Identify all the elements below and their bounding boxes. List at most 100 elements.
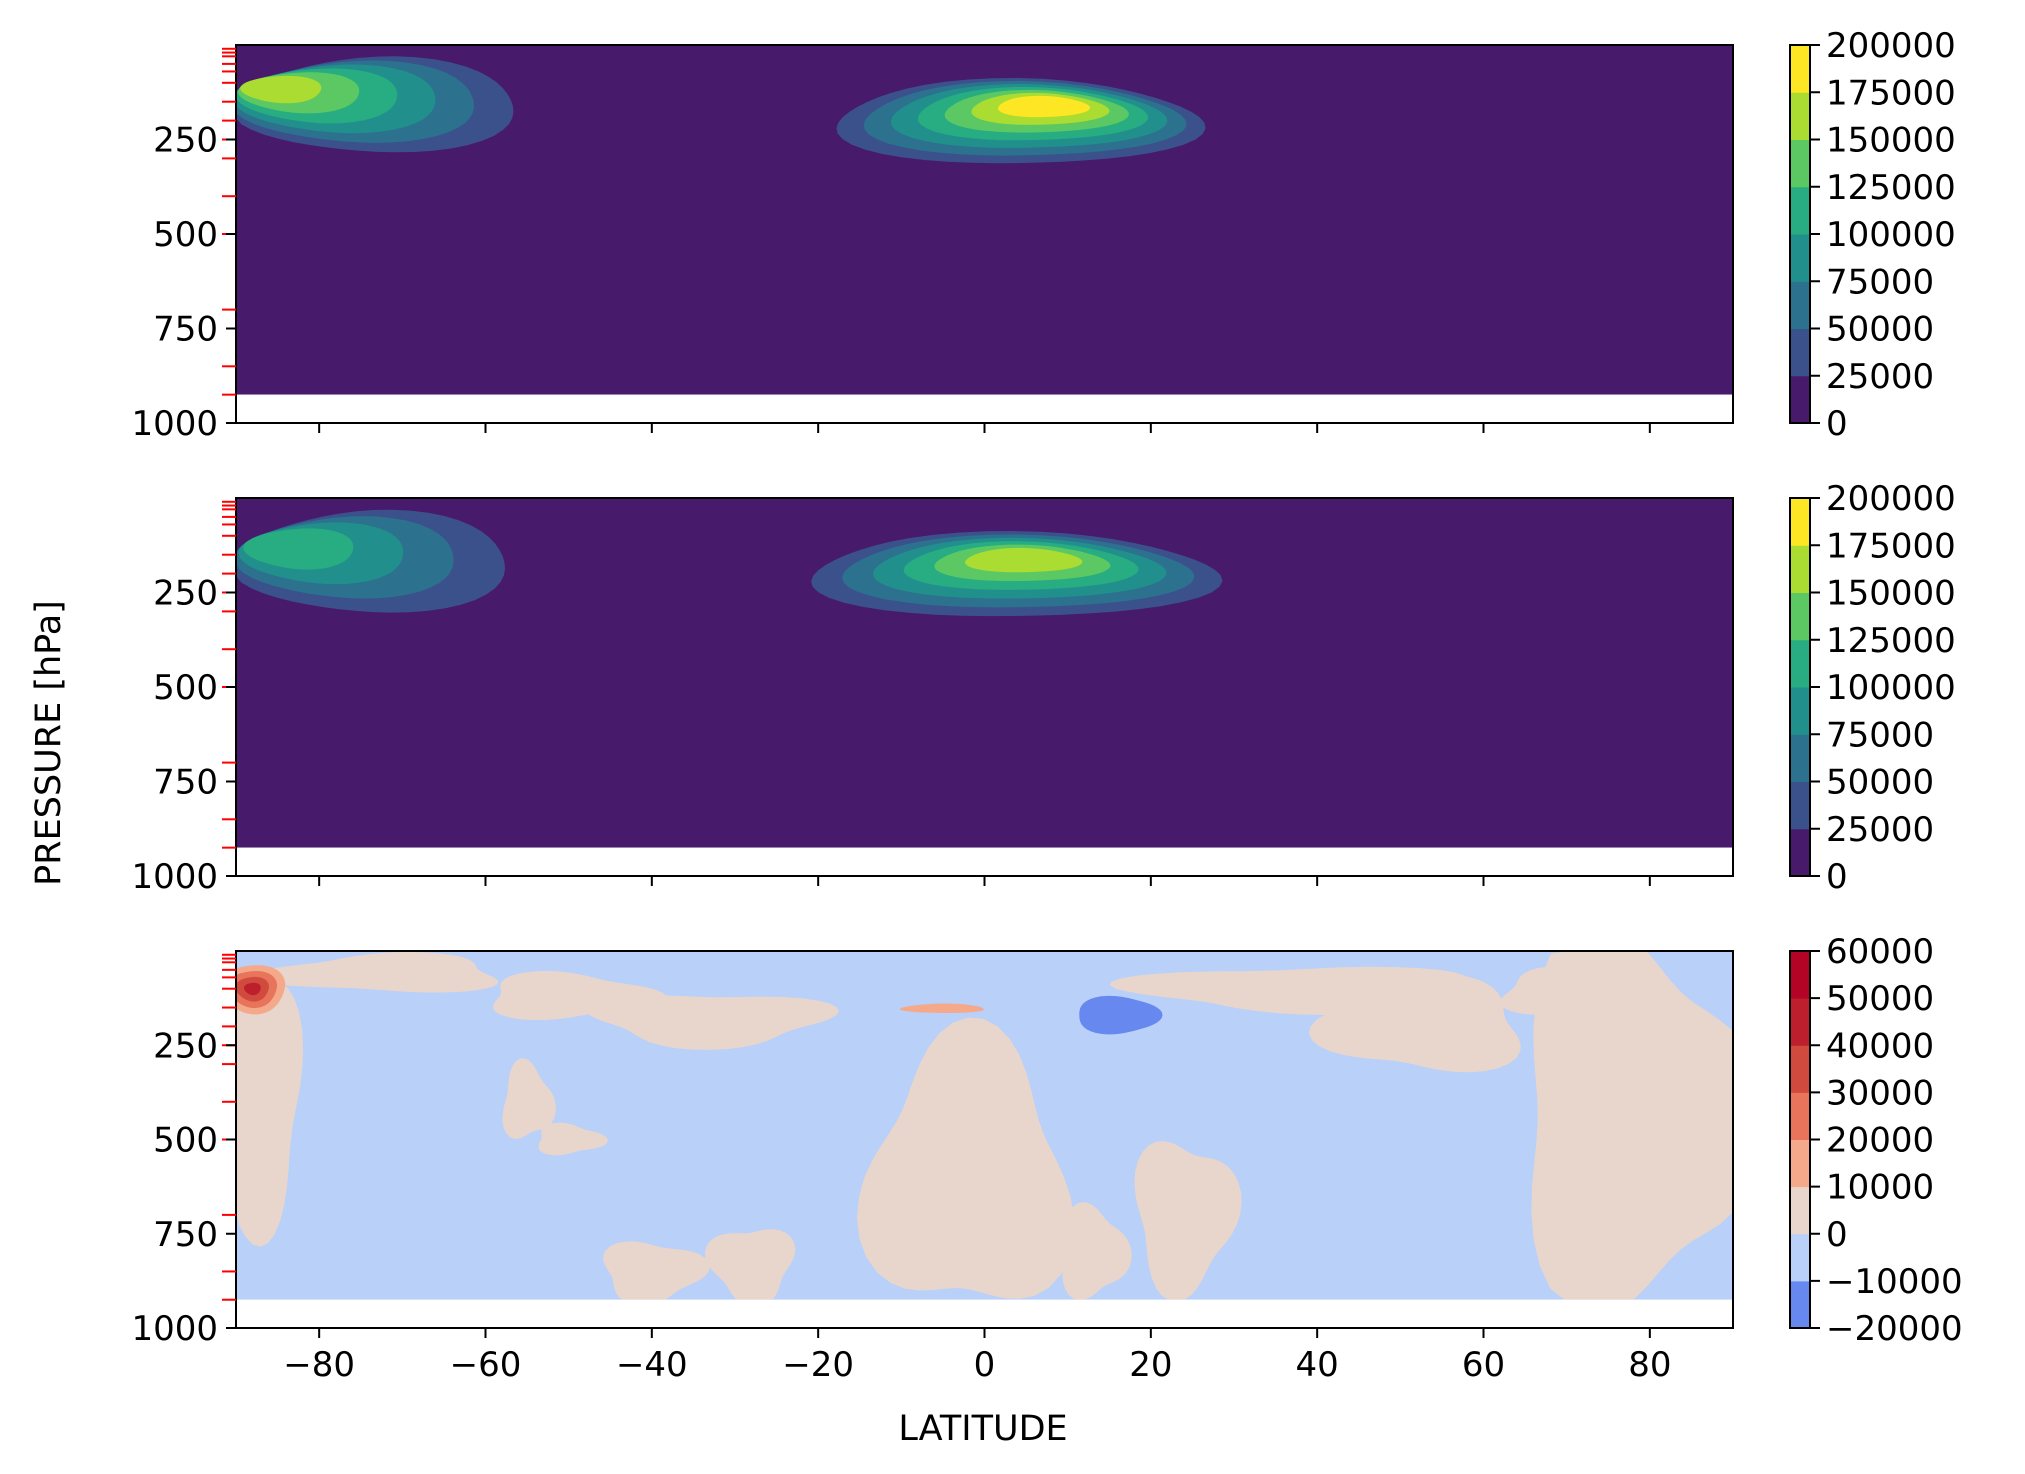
colorbar-segment (1790, 592, 1810, 641)
colorbar-segment (1790, 1186, 1810, 1235)
contour-negative-min (1079, 995, 1163, 1035)
panel-middle: 250 500 750 1000 0 25000 50000 75000 100000 12500… (131, 479, 1955, 897)
x-tick-label: −40 (616, 1345, 688, 1385)
colorbar-tick-label: 0 (1826, 857, 1848, 897)
contour-band-7-feature-1 (998, 95, 1091, 118)
colorbar-tick-label: 25000 (1826, 357, 1934, 397)
colorbar-segment (1790, 1233, 1810, 1282)
colorbar-tick-label: 75000 (1826, 715, 1934, 755)
colorbar-segment (1790, 139, 1810, 188)
colorbar-tick-label: 100000 (1826, 668, 1956, 708)
colorbar-segment (1790, 1092, 1810, 1140)
contour-patch-positive-10 (704, 1229, 796, 1300)
colorbar-segment (1790, 92, 1810, 140)
colorbar-tick-label: 0 (1826, 404, 1848, 444)
colorbar-tick-label: 25000 (1826, 810, 1934, 850)
colorbar-tick-label: 30000 (1826, 1073, 1934, 1113)
contour-patch-positive-9 (603, 1241, 710, 1300)
colorbar-segment (1790, 186, 1810, 235)
colorbar-segment (1790, 328, 1810, 377)
contour-band-6-feature-0 (244, 982, 261, 996)
colorbar-segment (1790, 951, 1810, 999)
colorbar-segment (1790, 1280, 1810, 1329)
y-tick-label: 250 (153, 1026, 218, 1066)
y-tick-label: 500 (153, 215, 218, 255)
colorbar-tick-label: 50000 (1826, 310, 1934, 350)
x-tick-label: −80 (283, 1345, 355, 1385)
colorbar-segment (1790, 1139, 1810, 1188)
x-axis-title: LATITUDE (898, 1409, 1067, 1449)
colorbar-tick-label: 50000 (1826, 763, 1934, 803)
colorbar-segment (1790, 687, 1810, 735)
colorbar-segment (1790, 234, 1810, 282)
contour-patch-positive-1 (250, 952, 499, 993)
colorbar-tick-label: 200000 (1826, 26, 1956, 66)
colorbar-tick-label: 100000 (1826, 215, 1956, 255)
colorbar-tick-label: 125000 (1826, 621, 1956, 661)
y-tick-label: 500 (153, 668, 218, 708)
panel-top: 250 500 750 1000 0 25000 50000 75000 100000 12500… (131, 26, 1955, 444)
y-tick-label: 250 (153, 121, 218, 161)
contour-patch-positive-0 (236, 982, 304, 1247)
contour-band-4-feature-0 (243, 528, 354, 570)
colorbar-segment (1790, 1045, 1810, 1093)
contour-field-bottom (236, 951, 1733, 1300)
x-tick-label: 80 (1628, 1345, 1671, 1385)
panel-bottom: 250 500 750 1000 −80 −60 −40 −20 0 20 40 60 80 −20000… (131, 932, 1962, 1385)
y-tick-label: 500 (153, 1121, 218, 1161)
colorbar-tick-label: 200000 (1826, 479, 1956, 519)
y-tick-label: 250 (153, 574, 218, 614)
contour-band-6-feature-0 (240, 75, 322, 104)
colorbar-segment (1790, 828, 1810, 877)
colorbar-segment (1790, 998, 1810, 1046)
contour-band-6-feature-1 (965, 547, 1083, 573)
colorbar-tick-label: 0 (1826, 1215, 1848, 1255)
contour-patch-positive-12 (1134, 1141, 1242, 1300)
colorbar-tick-label: 60000 (1826, 932, 1934, 972)
colorbar-segment (1790, 781, 1810, 830)
x-tick-label: 0 (974, 1345, 996, 1385)
colorbar-segment (1790, 545, 1810, 593)
colorbar-tick-label: 175000 (1826, 73, 1956, 113)
x-tick-label: 40 (1296, 1345, 1339, 1385)
y-tick-label: 1000 (131, 857, 218, 897)
colorbar-tick-label: 150000 (1826, 121, 1956, 161)
contour-field-top (236, 45, 1733, 395)
colorbar-tick-label: 175000 (1826, 526, 1956, 566)
contour-patch-positive-6 (1308, 974, 1521, 1073)
contour-patch-positive-7 (1531, 951, 1733, 1300)
colorbar-tick-label: 75000 (1826, 262, 1934, 302)
y-axis-title: PRESSURE [hPa] (29, 600, 69, 886)
y-tick-label: 750 (153, 763, 218, 803)
y-tick-label: 750 (153, 310, 218, 350)
colorbar-tick-label: 125000 (1826, 168, 1956, 208)
contour-band-3-feature-2 (899, 1003, 984, 1013)
contour-patch-positive-3 (585, 995, 839, 1050)
colorbar-segment (1790, 375, 1810, 424)
contour-patch-positive-11 (1062, 1202, 1132, 1300)
colorbar-segment (1790, 498, 1810, 546)
colorbar-segment (1790, 281, 1810, 329)
contour-patch-positive-4 (857, 1017, 1074, 1299)
y-tick-label: 1000 (131, 1309, 218, 1349)
x-tick-label: 60 (1462, 1345, 1505, 1385)
colorbar-tick-label: 40000 (1826, 1026, 1934, 1066)
y-tick-label: 750 (153, 1215, 218, 1255)
contour-patch-positive-8 (1500, 966, 1644, 1015)
y-tick-label: 1000 (131, 404, 218, 444)
colorbar-tick-label: −20000 (1826, 1309, 1963, 1349)
x-tick-label: −20 (782, 1345, 854, 1385)
colorbar-segment (1790, 639, 1810, 688)
colorbar-tick-label: 20000 (1826, 1121, 1934, 1161)
contour-patch-positive-13 (538, 1122, 608, 1156)
colorbar-tick-label: 10000 (1826, 1168, 1934, 1208)
contour-field-middle (236, 498, 1733, 848)
colorbar-tick-label: 50000 (1826, 979, 1934, 1019)
colorbar-tick-label: −10000 (1826, 1262, 1963, 1302)
x-tick-label: 20 (1129, 1345, 1172, 1385)
colorbar-segment (1790, 45, 1810, 93)
x-tick-label: −60 (450, 1345, 522, 1385)
colorbar-segment (1790, 734, 1810, 782)
colorbar-tick-label: 150000 (1826, 574, 1956, 614)
